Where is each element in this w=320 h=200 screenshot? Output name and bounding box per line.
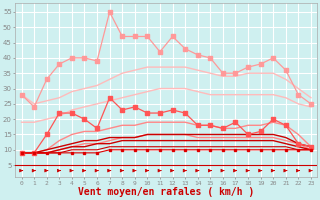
X-axis label: Vent moyen/en rafales ( km/h ): Vent moyen/en rafales ( km/h ) [78, 187, 254, 197]
